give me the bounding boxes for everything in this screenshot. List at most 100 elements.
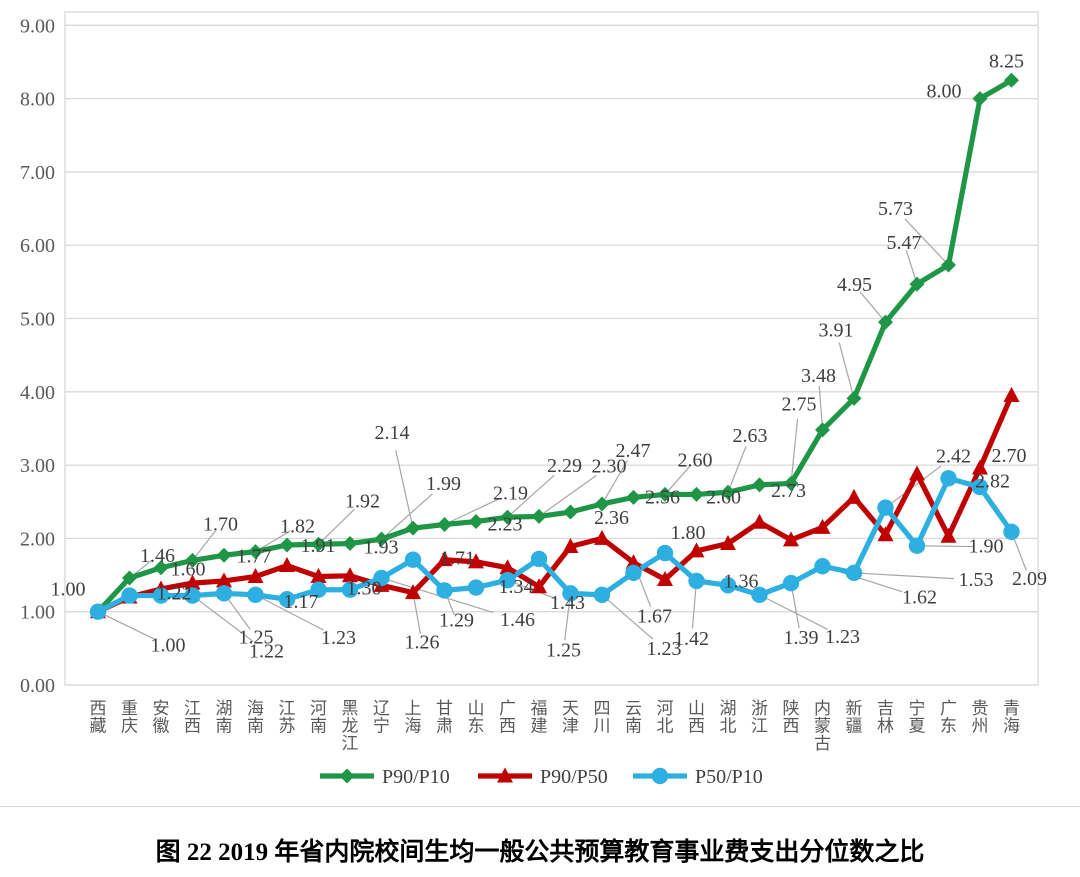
circle-marker	[971, 478, 989, 496]
data-label: 1.70	[203, 513, 238, 535]
x-tick-label: 江苏	[279, 699, 296, 736]
y-tick-label: 5.00	[20, 309, 55, 331]
circle-marker	[530, 550, 548, 568]
triangle-marker	[342, 567, 358, 583]
legend-label: P90/P50	[540, 766, 608, 788]
data-label: 2.63	[733, 425, 768, 447]
triangle-marker	[499, 559, 516, 575]
leader-line	[381, 577, 494, 614]
triangle-marker	[909, 465, 925, 481]
leader-line	[381, 493, 433, 540]
x-tick-label: 吉林	[877, 699, 894, 736]
circle-marker	[688, 572, 705, 590]
triangle-marker	[497, 767, 513, 783]
x-axis-labels: 西藏重庆安徽江西湖南海南江苏河南黑龙江辽宁上海甘肃山东广西福建天津四川云南河北山…	[90, 699, 1021, 753]
diamond-marker	[972, 91, 988, 107]
y-tick-label: 3.00	[20, 455, 55, 477]
data-label: 1.99	[426, 473, 461, 495]
x-tick-label: 陕西	[783, 699, 800, 736]
diamond-marker	[437, 516, 452, 532]
diamond-marker	[405, 520, 421, 536]
legend-item-p50-p10: P50/P10	[633, 766, 763, 788]
circle-marker	[278, 591, 296, 608]
diamond-marker	[1004, 72, 1019, 88]
leader-line	[601, 594, 654, 640]
x-tick-label: 甘肃	[436, 699, 453, 736]
circle-marker	[719, 577, 737, 594]
circle-marker	[184, 587, 201, 604]
circle-marker	[436, 582, 453, 599]
y-tick-label: 1.00	[20, 602, 55, 624]
diamond-marker	[311, 536, 326, 552]
x-tick-label: 云南	[625, 699, 642, 736]
circle-marker	[814, 558, 831, 575]
diamond-marker	[720, 484, 736, 500]
data-label: 1.22	[249, 641, 284, 663]
triangle-marker	[1003, 386, 1020, 402]
legend-label: P90/P10	[382, 766, 450, 788]
leader-line	[318, 508, 355, 545]
data-label: 2.14	[375, 422, 410, 444]
x-tick-label: 河南	[310, 699, 327, 736]
data-label: 5.47	[887, 232, 922, 254]
data-label: 2.19	[493, 482, 528, 504]
x-tick-label: 黑龙江	[342, 699, 359, 753]
leader-line	[916, 545, 974, 548]
markers-p50-p10	[89, 470, 1020, 620]
triangle-marker	[405, 584, 421, 600]
data-label: 1.30	[347, 578, 382, 600]
triangle-marker	[216, 572, 232, 588]
data-labels: 1.001.461.601.701.771.821.911.921.931.99…	[51, 50, 1048, 662]
triangle-marker	[562, 537, 579, 553]
data-label: 2.47	[616, 440, 651, 462]
x-tick-label: 西藏	[90, 699, 107, 736]
leader-line	[759, 594, 828, 630]
x-tick-label: 新疆	[846, 699, 863, 736]
data-label: 2.36	[594, 507, 629, 529]
x-tick-label: 天津	[562, 699, 579, 736]
circle-marker	[373, 569, 390, 587]
circle-marker	[593, 586, 611, 604]
triangle-marker	[436, 551, 453, 567]
triangle-marker	[814, 518, 831, 534]
x-tick-label: 浙江	[751, 699, 768, 736]
diamond-marker	[342, 536, 358, 552]
y-tick-label: 4.00	[20, 382, 55, 404]
circle-marker	[562, 585, 579, 602]
circle-marker	[247, 586, 264, 604]
triangle-marker	[688, 542, 705, 558]
diamond-marker	[122, 570, 137, 586]
series-markers	[89, 72, 1020, 620]
data-label: 2.42	[936, 446, 971, 468]
diamond-marker	[563, 504, 578, 520]
circle-marker	[625, 564, 642, 582]
diamond-marker	[248, 544, 263, 560]
circle-marker	[782, 574, 800, 592]
triangle-marker	[846, 488, 862, 504]
circle-marker	[310, 581, 327, 598]
data-label: 2.82	[975, 470, 1010, 492]
diamond-marker	[594, 496, 610, 512]
leader-line	[853, 572, 955, 580]
data-label: 2.30	[592, 455, 627, 477]
data-label: 3.48	[801, 365, 836, 387]
y-tick-label: 7.00	[20, 162, 55, 184]
data-label: 2.09	[1012, 568, 1047, 590]
data-label: 1.23	[825, 626, 860, 648]
diamond-marker	[374, 531, 389, 547]
x-tick-label: 湖南	[216, 699, 233, 736]
data-label: 8.00	[927, 81, 962, 103]
triangle-marker	[310, 568, 327, 584]
data-label: 1.53	[959, 569, 994, 591]
legend-label: P50/P10	[695, 766, 763, 788]
data-label: 1.92	[345, 490, 380, 512]
triangle-marker	[657, 570, 673, 586]
leader-line	[97, 611, 156, 641]
data-label: 1.34	[499, 576, 534, 598]
x-tick-label: 安徽	[153, 699, 170, 736]
circle-marker	[877, 499, 894, 516]
triangle-marker	[940, 527, 957, 543]
data-label: 1.43	[550, 592, 585, 614]
data-label: 1.23	[647, 638, 682, 660]
x-tick-label: 辽宁	[373, 699, 390, 736]
